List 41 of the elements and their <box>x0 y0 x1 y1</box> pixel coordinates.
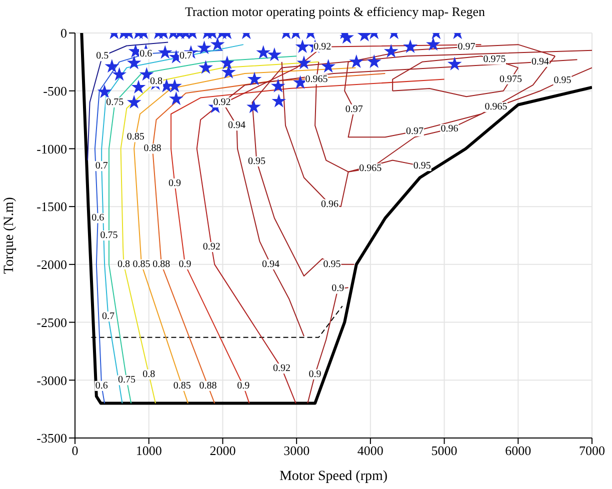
x-tick-label: 6000 <box>505 443 532 458</box>
annotation: 0.6 <box>95 380 108 392</box>
annotation: 0.94 <box>228 120 246 132</box>
y-tick-label: -2000 <box>36 257 67 272</box>
x-axis-title: Motor Speed (rpm) <box>279 469 388 484</box>
y-tick-label: 0 <box>60 26 67 41</box>
annotation: 0.92 <box>202 242 220 253</box>
annotation: 0.9 <box>308 368 322 380</box>
annotation: 0.85 <box>126 132 144 143</box>
annotation: 0.6 <box>140 48 152 60</box>
annotation: 0.97 <box>345 104 363 115</box>
annotation: 0.9 <box>168 178 181 189</box>
annotation: 0.92 <box>273 363 291 374</box>
y-tick-label: -500 <box>43 83 67 98</box>
annotation: 0.9 <box>332 283 344 294</box>
y-tick-label: -2500 <box>36 314 67 330</box>
annotation: 0.9 <box>237 380 250 392</box>
annotation: 0.8 <box>142 368 156 380</box>
annotation: 0.8 <box>117 258 130 270</box>
y-tick-label: -3500 <box>36 430 67 446</box>
chart-title: Traction motor operating points & efficiency map- Regen <box>184 4 486 20</box>
y-tick-label: -1000 <box>36 141 67 156</box>
x-tick-label: 3000 <box>284 443 310 458</box>
x-tick-label: 4000 <box>357 443 384 458</box>
x-tick-label: 2000 <box>210 443 236 458</box>
x-tick-label: 5000 <box>431 443 458 458</box>
annotation: 0.9 <box>178 258 192 270</box>
annotation: 0.5 <box>96 50 109 62</box>
annotation: 0.7 <box>180 50 192 62</box>
x-tick-label: 7000 <box>579 443 605 458</box>
annotation: 0.88 <box>199 380 217 392</box>
annotation: 0.95 <box>248 156 266 167</box>
x-tick-label: 1000 <box>136 443 162 458</box>
annotation: 0.8 <box>150 76 162 88</box>
y-tick-label: -1500 <box>36 199 67 214</box>
annotation: 0.7 <box>95 160 108 172</box>
y-axis-title: Torque (N.m) <box>2 196 17 274</box>
y-tick-label: -3000 <box>36 372 67 388</box>
annotation: 0.85 <box>173 380 191 392</box>
annotation: 0.6 <box>92 212 104 224</box>
x-tick-label: 0 <box>72 443 78 458</box>
